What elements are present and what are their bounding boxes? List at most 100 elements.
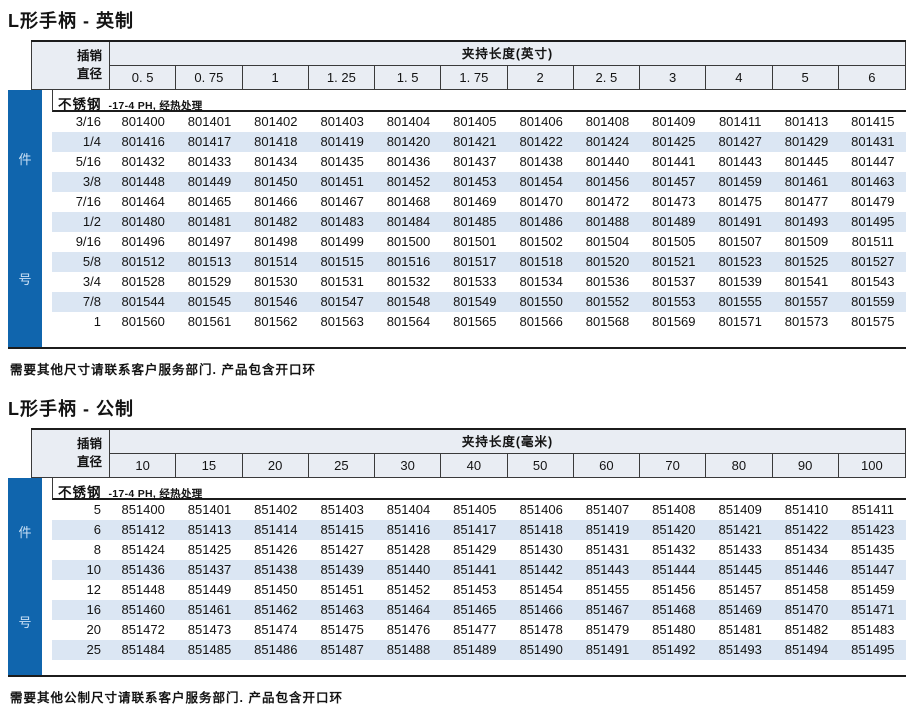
part-number-cell: 851417: [453, 522, 497, 537]
material-note: -17-4 PH, 经热处理: [108, 488, 203, 500]
part-number-cell: 851466: [519, 602, 563, 617]
part-number-cell: 801451: [320, 174, 364, 189]
metric-table-section: L形手柄 - 公制 件 号 插销 直径 夹持长度(毫米) 10 15 20 25 30 4…: [8, 395, 906, 706]
part-number-cell: 851413: [187, 522, 232, 537]
part-number-cell: 801537: [652, 274, 696, 289]
part-number-cell: 851454: [519, 582, 563, 597]
part-number-cell: 851482: [784, 622, 829, 637]
part-number-cell: 851483: [851, 622, 895, 637]
part-number-cell: 801557: [784, 294, 829, 309]
table-row: 1/4 801416 801417 801418 801419 801420 801421 8…: [52, 132, 906, 152]
part-number-cell: 801445: [784, 154, 829, 169]
part-number-cell: 801453: [453, 174, 497, 189]
part-number-cell: 851409: [718, 502, 762, 517]
part-number-cell: 801456: [585, 174, 630, 189]
part-number-cell: 801545: [187, 294, 232, 309]
part-number-cell: 851456: [652, 582, 696, 597]
part-number-cell: 801568: [585, 314, 630, 329]
part-number-cell: 801549: [453, 294, 497, 309]
part-number-cell: 851415: [320, 522, 364, 537]
part-number-cell: 801501: [453, 234, 497, 249]
diameter-label: 1/4: [82, 134, 101, 149]
part-number-cell: 801507: [718, 234, 762, 249]
part-number-cell: 851426: [254, 542, 298, 557]
diameter-label: 7/8: [82, 294, 101, 309]
page-title: L形手柄 - 英制: [8, 11, 134, 31]
table-body: 5 851400 851401 851402 851403 851404 851405 851…: [52, 500, 906, 660]
table-row: 16 851460 851461 851462 851463 851464 851465 85…: [52, 600, 906, 620]
table-row: 3/4 801528 801529 801530 801531 801532 801533 8…: [52, 272, 906, 292]
part-number-cell: 801415: [851, 114, 895, 129]
part-number-cell: 801463: [851, 174, 895, 189]
part-number-cell: 801527: [851, 254, 895, 269]
column-header: 0. 5: [110, 66, 177, 89]
table-row: 10 851436 851437 851438 851439 851440 851441 85…: [52, 560, 906, 580]
part-number-cell: 801550: [519, 294, 563, 309]
column-header: 25: [309, 454, 375, 477]
column-header: 100: [861, 458, 883, 473]
part-number-cell: 801479: [851, 194, 895, 209]
part-number-cell: 801464: [121, 194, 165, 209]
part-number-cell: 851465: [453, 602, 497, 617]
diameter-label: 3/16: [75, 114, 101, 129]
part-number-cell: 851410: [784, 502, 829, 517]
part-number-cell: 801405: [453, 114, 497, 129]
part-number-cell: 801468: [386, 194, 431, 209]
part-number-cell: 851436: [121, 562, 165, 577]
part-number-cell: 801422: [519, 134, 563, 149]
table-row: 3/8 801448 801449 801450 801451 801452 801453 8…: [52, 172, 906, 192]
part-number-cell: 801432: [121, 154, 165, 169]
table-row: 5/16 801432 801433 801434 801435 801436 801437…: [52, 152, 906, 172]
part-number-cell: 851467: [585, 602, 630, 617]
column-header: 0. 75: [176, 66, 243, 89]
part-number-cell: 801419: [320, 134, 364, 149]
part-number-cell: 801443: [718, 154, 762, 169]
part-number-cell: 801552: [585, 294, 630, 309]
part-number-cell: 801438: [519, 154, 563, 169]
part-number-cell: 851401: [187, 502, 232, 517]
diameter-label: 1: [93, 314, 101, 329]
part-number-cell: 851412: [121, 522, 165, 537]
imperial-table: 件 号 插销 直径 夹持长度(英寸) 0. 5 0. 75 1 1. 25 1. 5 1.…: [8, 40, 906, 349]
part-number-cell: 851493: [718, 642, 762, 657]
part-number-cell: 851443: [585, 562, 630, 577]
part-number-cell: 801521: [652, 254, 696, 269]
pin-header-line1: 插销: [76, 49, 102, 63]
part-number-cell: 801408: [585, 114, 630, 129]
part-number-side-bar: 件 号: [8, 478, 42, 675]
part-number-cell: 801409: [652, 114, 696, 129]
part-number-cell: 801489: [652, 214, 696, 229]
column-header: 70: [640, 454, 707, 477]
part-number-cell: 801555: [718, 294, 762, 309]
column-header: 50: [508, 454, 574, 477]
diameter-label: 8: [93, 542, 101, 557]
part-number-cell: 801520: [585, 254, 630, 269]
part-number-cell: 851463: [320, 602, 364, 617]
part-number-cell: 851447: [851, 562, 895, 577]
part-number-cell: 851468: [652, 602, 696, 617]
diameter-label: 25: [86, 642, 101, 657]
part-number-cell: 801470: [519, 194, 563, 209]
part-number-cell: 801401: [187, 114, 232, 129]
part-number-cell: 801400: [121, 114, 165, 129]
part-number-cell: 801461: [784, 174, 829, 189]
column-headers: 10 15 20 25 30 40 50 60 70 80 90 100: [110, 454, 905, 477]
part-number-cell: 801436: [386, 154, 431, 169]
pin-diameter-header: 插销 直径: [31, 430, 110, 477]
part-number-cell: 801546: [254, 294, 298, 309]
part-number-cell: 801417: [187, 134, 232, 149]
table-row: 7/8 801544 801545 801546 801547 801548 801549 8…: [52, 292, 906, 312]
column-header: 40: [441, 454, 508, 477]
part-number-cell: 851446: [784, 562, 829, 577]
part-number-cell: 801534: [519, 274, 563, 289]
column-header: 2: [508, 66, 574, 89]
part-number-cell: 851437: [187, 562, 232, 577]
part-number-cell: 801529: [187, 274, 232, 289]
part-number-cell: 851475: [320, 622, 364, 637]
part-number-cell: 851461: [187, 602, 232, 617]
table-body: 3/16 801400 801401 801402 801403 801404 801405…: [52, 112, 906, 332]
part-number-cell: 801425: [652, 134, 696, 149]
part-number-cell: 851411: [851, 502, 895, 517]
